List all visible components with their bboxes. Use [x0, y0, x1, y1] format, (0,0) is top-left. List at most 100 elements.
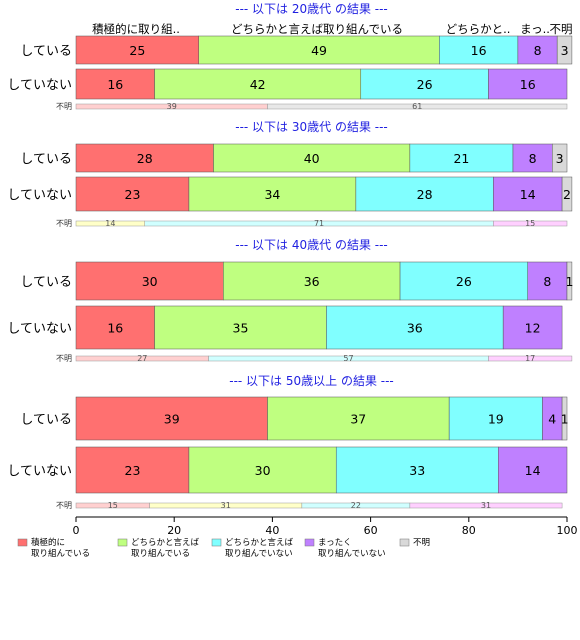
- panel-title: --- 以下は 30歳代 の結果 ---: [235, 120, 388, 134]
- legend-label: まったく: [318, 538, 352, 548]
- bar-value-label: 16: [520, 77, 536, 92]
- bar-segment: [267, 396, 450, 441]
- bar-value-label: 16: [471, 43, 487, 58]
- legend-swatch: [117, 538, 128, 547]
- bar-value-label: 8: [534, 43, 542, 58]
- bar-value-label: 25: [129, 43, 145, 58]
- category-header: まっ..: [520, 22, 550, 36]
- bar-segment: [448, 396, 543, 441]
- bar-segment: [223, 261, 401, 301]
- bar-segment: [502, 305, 563, 350]
- unknown-value-label: 71: [314, 219, 324, 228]
- bar-segment: [75, 396, 268, 441]
- bar-segment: [75, 35, 199, 65]
- unknown-value-label: 14: [105, 219, 115, 228]
- panel-title: --- 以下は 20歳代 の結果 ---: [235, 2, 388, 16]
- bar-segment: [527, 261, 568, 301]
- unknown-value-label: 15: [525, 219, 535, 228]
- row-label: していない: [7, 464, 72, 479]
- bar-value-label: 16: [107, 321, 123, 336]
- x-tick-label: 80: [462, 524, 476, 537]
- bar-value-label: 12: [525, 321, 541, 336]
- bar-value-label: 16: [107, 77, 123, 92]
- bar-value-label: 2: [563, 187, 571, 202]
- bar-segment: [556, 35, 573, 65]
- bar-value-label: 33: [409, 463, 425, 478]
- unknown-value-label: 31: [221, 501, 231, 510]
- bar-value-label: 42: [250, 77, 266, 92]
- legend-swatch: [304, 538, 315, 547]
- row-label: していない: [7, 322, 72, 337]
- bar-segment: [335, 446, 499, 494]
- bar-value-label: 8: [529, 151, 537, 166]
- bar-value-label: 36: [407, 321, 423, 336]
- bar-value-label: 4: [548, 412, 556, 427]
- x-tick-label: 0: [73, 524, 80, 537]
- bar-segment: [439, 35, 519, 65]
- unknown-value-label: 27: [137, 354, 147, 363]
- legend-swatch: [399, 538, 410, 547]
- bar-value-label: 3: [561, 43, 569, 58]
- bar-value-label: 23: [125, 463, 141, 478]
- category-header: 積極的に取り組..: [92, 22, 180, 36]
- unknown-value-label: 22: [351, 501, 361, 510]
- legend-label: 取り組んでいない: [225, 548, 293, 559]
- unknown-value-label: 61: [412, 102, 422, 111]
- bar-segment: [488, 68, 568, 100]
- category-header: どちらかと..: [446, 22, 511, 36]
- bar-segment: [75, 261, 224, 301]
- legend-label: 取り組んでいる: [131, 548, 190, 559]
- unknown-value-label: 39: [167, 102, 177, 111]
- bar-segment: [154, 68, 362, 100]
- x-tick-label: 20: [167, 524, 181, 537]
- bar-segment: [498, 446, 568, 494]
- bar-segment: [409, 143, 514, 173]
- bar-segment: [493, 176, 563, 212]
- bar-segment: [198, 35, 440, 65]
- bar-value-label: 34: [264, 187, 280, 202]
- bar-segment: [561, 396, 568, 441]
- bar-value-label: 26: [417, 77, 433, 92]
- bar-segment: [188, 176, 357, 212]
- unknown-row-label: 不明: [56, 219, 72, 228]
- bar-value-label: 28: [417, 187, 433, 202]
- bar-value-label: 19: [488, 412, 504, 427]
- bar-value-label: 26: [456, 274, 472, 289]
- bar-value-label: 3: [556, 151, 564, 166]
- row-label: していない: [7, 188, 72, 203]
- bar-value-label: 36: [304, 274, 320, 289]
- bar-segment: [75, 176, 190, 212]
- bar-segment: [399, 261, 528, 301]
- bar-value-label: 39: [164, 412, 180, 427]
- bar-value-label: 28: [137, 151, 153, 166]
- legend-label: 不明: [413, 538, 430, 548]
- bar-segment: [75, 68, 155, 100]
- unknown-row-label: 不明: [56, 354, 72, 363]
- bar-value-label: 40: [304, 151, 320, 166]
- bar-segment: [517, 35, 558, 65]
- x-tick-label: 60: [364, 524, 378, 537]
- row-label: している: [20, 275, 72, 290]
- legend-label: 積極的に: [31, 537, 65, 548]
- unknown-segment: [488, 355, 573, 362]
- legend-label: どちらかと言えば: [131, 537, 200, 548]
- legend-label: どちらかと言えば: [225, 537, 294, 548]
- bar-segment: [552, 143, 568, 173]
- category-header: どちらかと言えば取り組んでいる: [231, 22, 403, 36]
- bar-value-label: 30: [142, 274, 158, 289]
- unknown-value-label: 57: [343, 354, 353, 363]
- row-label: している: [20, 413, 72, 428]
- unknown-value-label: 31: [481, 501, 491, 510]
- unknown-value-label: 15: [108, 501, 118, 510]
- panel-title: --- 以下は 40歳代 の結果 ---: [235, 238, 388, 252]
- unknown-segment: [409, 502, 563, 509]
- x-tick-label: 100: [557, 524, 578, 537]
- bar-segment: [213, 143, 411, 173]
- bar-value-label: 1: [565, 274, 573, 289]
- bar-segment: [154, 305, 327, 350]
- unknown-value-label: 17: [525, 354, 535, 363]
- bar-segment: [188, 446, 337, 494]
- bar-value-label: 35: [233, 321, 249, 336]
